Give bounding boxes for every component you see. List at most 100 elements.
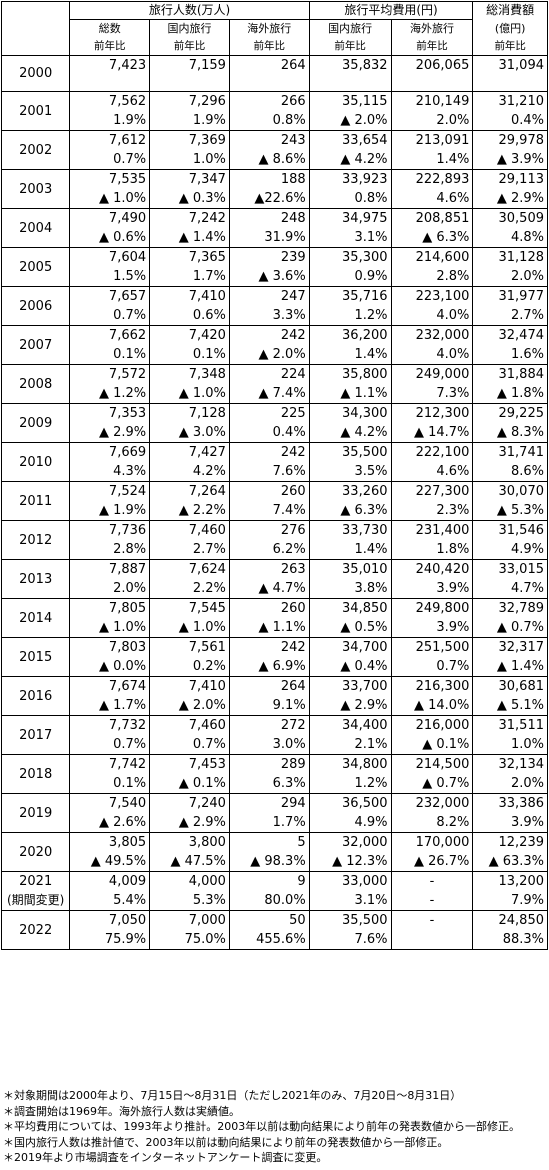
total-travelers-yoy: ▲ 1.7% — [69, 696, 151, 716]
year-label: 2015 — [19, 649, 53, 665]
total-travelers-value: 4,009 — [69, 871, 151, 891]
total-spend-value: 30,070 — [472, 481, 548, 501]
overseas-cost-value: 206,065 — [390, 55, 474, 75]
domestic-travelers-value: 4,000 — [149, 871, 230, 891]
header-total-unit: (億円) — [472, 19, 548, 38]
total-spend-value: 32,789 — [472, 598, 548, 618]
domestic-cost-yoy: 3.8% — [308, 579, 392, 599]
total-travelers-value: 7,050 — [69, 910, 151, 930]
overseas-travelers-yoy: ▲ 2.0% — [228, 345, 310, 365]
overseas-travelers-yoy: ▲ 3.6% — [228, 267, 310, 287]
overseas-travelers-value: 188 — [228, 169, 310, 189]
overseas-cost-yoy: 0.7% — [390, 657, 474, 677]
domestic-cost-value: 35,800 — [308, 364, 392, 384]
header-domestic-travelers: 国内旅行 — [149, 19, 230, 38]
footnote: ＊調査開始は1969年。海外旅行人数は実績値。 — [3, 1104, 240, 1118]
year-cell: 2011 — [0, 481, 71, 521]
domestic-cost-value: 35,300 — [308, 247, 392, 267]
overseas-travelers-yoy: 6.2% — [228, 540, 310, 560]
overseas-travelers-value: 5 — [228, 832, 310, 852]
total-spend-yoy: ▲ 5.1% — [472, 696, 548, 716]
header-row-3: 前年比 前年比 前年比 前年比 前年比 前年比 — [0, 38, 548, 56]
domestic-cost-value: 35,500 — [308, 910, 392, 930]
total-travelers-yoy: 0.1% — [69, 345, 151, 365]
overseas-cost-yoy: 1.4% — [390, 150, 474, 170]
year-label: 2009 — [19, 415, 53, 431]
domestic-travelers-yoy: 1.9% — [149, 111, 230, 131]
year-label: 2006 — [19, 298, 53, 314]
year-cell: 2008 — [0, 364, 71, 404]
year-label: 2021 — [19, 874, 53, 889]
overseas-travelers-yoy: ▲ 1.1% — [228, 618, 310, 638]
year-cell: 2012 — [0, 520, 71, 560]
total-travelers-yoy — [69, 75, 151, 92]
table-row: 2020 3,805 3,800 5 32,000 170,000 12,239 — [0, 832, 548, 872]
table-row: 2019 7,540 7,240 294 36,500 232,000 33,386 — [0, 793, 548, 833]
total-travelers-yoy: 0.7% — [69, 735, 151, 755]
domestic-travelers-yoy: ▲ 0.1% — [149, 774, 230, 794]
total-travelers-yoy: 2.0% — [69, 579, 151, 599]
domestic-cost-yoy: ▲ 2.9% — [308, 696, 392, 716]
total-travelers-yoy: ▲ 1.0% — [69, 618, 151, 638]
header-yoy: 前年比 — [308, 38, 392, 56]
overseas-cost-yoy — [390, 930, 474, 950]
overseas-travelers-yoy: 3.0% — [228, 735, 310, 755]
year-cell: 2005 — [0, 247, 71, 287]
table-row: 2000 7,423 7,159 264 35,832 206,065 31,094 — [0, 55, 548, 92]
total-spend-yoy: ▲ 63.3% — [472, 852, 548, 872]
total-spend-value: 30,681 — [472, 676, 548, 696]
overseas-cost-value: 214,500 — [390, 754, 474, 774]
domestic-cost-yoy: 3.5% — [308, 462, 392, 482]
year-cell: 2013 — [0, 559, 71, 599]
overseas-travelers-value: 260 — [228, 598, 310, 618]
overseas-travelers-yoy: 455.6% — [228, 930, 310, 950]
overseas-travelers-yoy: 9.1% — [228, 696, 310, 716]
domestic-cost-yoy: 3.1% — [308, 891, 392, 911]
total-spend-yoy: 88.3% — [472, 930, 548, 950]
domestic-cost-yoy: ▲ 12.3% — [308, 852, 392, 872]
total-spend-yoy: 3.9% — [472, 813, 548, 833]
overseas-travelers-value: 272 — [228, 715, 310, 735]
total-travelers-yoy: 1.5% — [69, 267, 151, 287]
domestic-travelers-yoy: ▲ 2.9% — [149, 813, 230, 833]
domestic-travelers-value: 7,365 — [149, 247, 230, 267]
header-yoy: 前年比 — [472, 38, 548, 56]
domestic-travelers-yoy: ▲ 2.0% — [149, 696, 230, 716]
overseas-travelers-value: 263 — [228, 559, 310, 579]
overseas-cost-value: - — [390, 871, 474, 891]
footnote: ＊対象期間は2000年より、7月15日～8月31日（ただし2021年のみ、7月2… — [3, 1089, 462, 1102]
domestic-cost-yoy: ▲ 0.5% — [308, 618, 392, 638]
domestic-cost-value: 33,730 — [308, 520, 392, 540]
domestic-cost-value: 33,000 — [308, 871, 392, 891]
total-spend-yoy: 8.6% — [472, 462, 548, 482]
year-label: 2004 — [19, 220, 53, 236]
year-label: 2016 — [19, 688, 53, 704]
header-total: 総消費額 — [472, 1, 548, 20]
year-cell: 2000 — [0, 55, 71, 92]
overseas-travelers-value: 294 — [228, 793, 310, 813]
table-row: 2011 7,524 7,264 260 33,260 227,300 30,070 — [0, 481, 548, 521]
overseas-cost-value: 240,420 — [390, 559, 474, 579]
total-spend-value: 29,225 — [472, 403, 548, 423]
table-row-yoy: ▲ 1.9% ▲ 2.2% 7.4% ▲ 6.3% 2.3% ▲ 5.3% — [2, 501, 548, 521]
total-travelers-value: 7,736 — [69, 520, 151, 540]
overseas-travelers-yoy: 0.4% — [228, 423, 310, 443]
overseas-travelers-yoy: 80.0% — [228, 891, 310, 911]
year-cell: 2017 — [0, 715, 71, 755]
total-spend-value: 31,546 — [472, 520, 548, 540]
domestic-travelers-value: 7,427 — [149, 442, 230, 462]
year-cell: 2022 — [0, 910, 71, 950]
total-travelers-value: 7,604 — [69, 247, 151, 267]
domestic-travelers-value: 7,460 — [149, 715, 230, 735]
domestic-cost-yoy: 1.2% — [308, 774, 392, 794]
total-spend-value: 33,015 — [472, 559, 548, 579]
total-spend-yoy: 7.9% — [472, 891, 548, 911]
total-travelers-value: 3,805 — [69, 832, 151, 852]
total-travelers-value: 7,732 — [69, 715, 151, 735]
domestic-travelers-yoy: 2.7% — [149, 540, 230, 560]
overseas-cost-value: - — [390, 910, 474, 930]
overseas-travelers-yoy: ▲ 98.3% — [228, 852, 310, 872]
domestic-travelers-value: 7,348 — [149, 364, 230, 384]
table-row: 2010 7,669 7,427 242 35,500 222,100 31,741 — [0, 442, 548, 482]
total-spend-value: 24,850 — [472, 910, 548, 930]
